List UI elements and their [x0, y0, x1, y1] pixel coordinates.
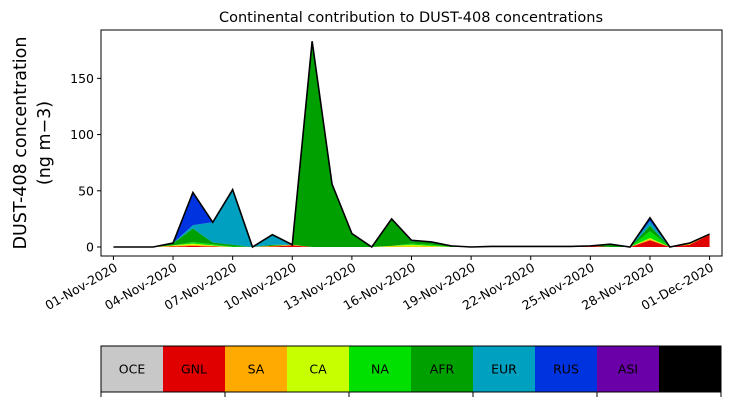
area-rus: [113, 41, 710, 248]
x-axis: 01-Nov-202004-Nov-202007-Nov-202010-Nov-…: [42, 256, 716, 313]
y-axis: 0 50 100 150: [70, 71, 101, 255]
legend-swatch-oce: [101, 346, 163, 392]
legend-label-rus: RUS: [553, 362, 579, 377]
chart-title: Continental contribution to DUST-408 con…: [219, 10, 603, 26]
plot-frame: [100, 29, 723, 257]
area-ca: [113, 234, 710, 248]
y-axis-label-line1: DUST-408 concentration: [11, 37, 31, 250]
legend-swatch-afr: [411, 346, 473, 392]
y-axis-label-line2: (ng m−3): [35, 101, 55, 185]
legend-swatch-gnl: [163, 346, 225, 392]
area-na: [113, 231, 710, 248]
legend-label-afr: AFR: [430, 362, 455, 377]
legend-swatch-aus: [659, 346, 721, 392]
legend-swatch-asi: [597, 346, 659, 392]
legend-label-sa: SA: [248, 362, 265, 377]
legend-label-gnl: GNL: [181, 362, 207, 377]
legend-swatch-na: [349, 346, 411, 392]
legend-swatch-eur: [473, 346, 535, 392]
y-tick-label: 100: [70, 127, 94, 142]
legend-swatch-ca: [287, 346, 349, 392]
y-tick-label: 50: [78, 183, 94, 198]
legend-label-oce: OCE: [119, 362, 146, 377]
legend-label-aus: AUS: [677, 362, 703, 377]
legend-label-eur: EUR: [491, 362, 517, 377]
legend-frame: [100, 345, 722, 393]
legend-label-na: NA: [371, 362, 389, 377]
legend-swatch-rus: [535, 346, 597, 392]
stacked-areas: [113, 41, 710, 249]
legend: OCE GNL SA CA NA AFR EUR RUS ASI AUS: [100, 345, 722, 397]
y-tick-label: 150: [70, 71, 94, 86]
legend-label-ca: CA: [309, 362, 327, 377]
total-outline: [113, 41, 710, 249]
y-axis-label-units: (ng m−3): [35, 101, 55, 185]
area-gnl: [113, 234, 710, 248]
legend-swatch-sa: [225, 346, 287, 392]
y-axis-label: DUST-408 concentration: [11, 37, 31, 250]
legend-label-asi: ASI: [618, 362, 638, 377]
area-afr: [113, 41, 710, 248]
y-tick-label: 0: [86, 240, 94, 255]
